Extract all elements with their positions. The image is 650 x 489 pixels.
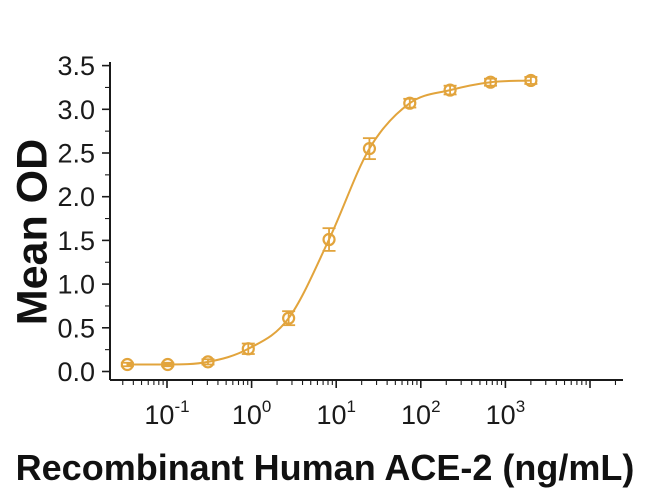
data-point-marker (201, 355, 215, 369)
fit-curve (127, 79, 531, 366)
data-point-marker (403, 96, 417, 110)
y-tick-label: 1.5 (57, 226, 95, 256)
x-tick-label: 103 (486, 397, 526, 430)
data-point-marker (322, 232, 336, 247)
y-tick-label: 2.0 (57, 182, 95, 212)
x-tick-label: 101 (316, 397, 356, 430)
x-axis-title: Recombinant Human ACE-2 (ng/mL) (15, 447, 635, 488)
x-tick-label: 10-1 (144, 397, 189, 430)
y-tick-label: 2.5 (57, 139, 95, 169)
y-axis-title: Mean OD (8, 138, 57, 326)
data-point-marker (282, 311, 296, 325)
data-point-marker (524, 73, 538, 88)
data-point-marker (483, 75, 498, 89)
data-point-marker (241, 342, 255, 356)
y-tick-label: 0.0 (57, 357, 95, 387)
data-point-marker (362, 142, 377, 156)
y-tick-label: 0.5 (57, 313, 95, 343)
data-point-marker (443, 83, 457, 97)
y-tick-label: 1.0 (57, 270, 95, 300)
data-point-marker (161, 357, 175, 372)
x-tick-label: 100 (232, 397, 272, 430)
y-tick-label: 3.0 (57, 95, 95, 125)
x-tick-label: 102 (401, 397, 441, 430)
y-tick-label: 3.5 (57, 51, 95, 81)
data-point-marker (120, 357, 134, 372)
